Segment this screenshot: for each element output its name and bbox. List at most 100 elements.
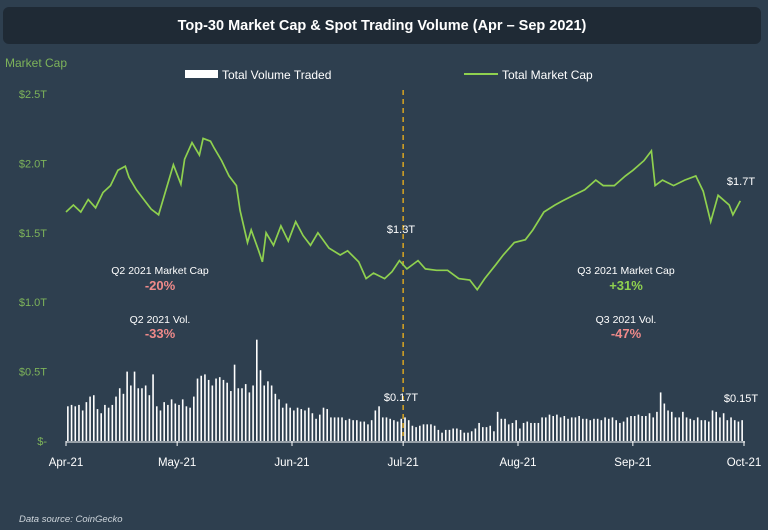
volume-bar (96, 409, 99, 441)
volume-bar (163, 402, 165, 441)
volume-bar (485, 427, 488, 441)
volume-bar (218, 377, 221, 441)
q2-mcap-label: Q2 2021 Market Cap (111, 265, 209, 277)
chart-title: Top-30 Market Cap & Spot Trading Volume … (177, 17, 587, 34)
volume-bar (78, 404, 80, 441)
volume-bar (118, 388, 121, 441)
x-tick-label: Apr-21 (49, 457, 84, 469)
volume-bar (252, 385, 254, 441)
volume-bar (244, 384, 247, 441)
volume-bar (659, 392, 662, 441)
volume-bar (470, 431, 473, 441)
volume-bar (456, 428, 458, 441)
volume-bar (300, 409, 303, 441)
volume-bar (111, 404, 114, 441)
volume-bar (89, 396, 91, 441)
volume-bar (256, 339, 258, 441)
volume-bar (193, 396, 195, 441)
volume-bar (148, 395, 151, 441)
volume-bar (215, 378, 217, 441)
volume-bar (696, 417, 699, 441)
volume-bar (493, 431, 495, 441)
volume-bar (704, 420, 706, 441)
volume-bar (222, 379, 225, 441)
volume-bar (496, 411, 499, 441)
volume-bar (693, 420, 695, 441)
volume-bar (170, 399, 173, 441)
volume-bar (574, 417, 577, 441)
volume-bar (289, 407, 291, 441)
market-cap-line (65, 137, 742, 292)
volume-bar (115, 396, 117, 441)
volume-bar (318, 414, 321, 441)
legend-volume-swatch (185, 70, 218, 78)
volume-bar (544, 417, 547, 441)
volume-bar (537, 422, 540, 441)
volume-bar (137, 388, 140, 441)
volume-bar (415, 427, 417, 441)
volume-bar (526, 421, 529, 441)
legend-mcap[interactable]: Total Market Cap (502, 68, 593, 82)
volume-bar (407, 420, 410, 441)
volume-bar (141, 388, 143, 441)
volume-bar (159, 410, 162, 441)
volume-bar (285, 403, 288, 441)
volume-bar (648, 413, 651, 441)
volume-bar (452, 428, 454, 441)
volume-bar (70, 404, 73, 441)
volume-bar (515, 420, 517, 441)
volume-bar (393, 420, 395, 441)
volume-bar (359, 421, 362, 441)
q3-mcap-change: +31% (609, 278, 643, 293)
volume-bar (326, 409, 328, 441)
volume-bar (189, 407, 191, 441)
volume-bar (422, 424, 425, 441)
volume-bar (126, 371, 128, 441)
q2-vol-change: -33% (145, 326, 176, 341)
x-tick-label: May-21 (158, 457, 196, 469)
volume-bar (404, 417, 406, 441)
volume-bar (459, 429, 462, 441)
volume-bar (348, 418, 351, 441)
volume-bar (663, 403, 666, 441)
volume-bar (270, 385, 273, 441)
volume-bar (344, 420, 347, 441)
volume-bar (381, 417, 384, 441)
volume-bar (333, 417, 336, 441)
volume-bar (411, 425, 414, 441)
volume-bar (378, 406, 380, 441)
x-tick-label: Aug-21 (499, 457, 536, 469)
volume-bar (500, 418, 503, 441)
volume-bar (144, 385, 147, 441)
volume-bar (656, 411, 658, 441)
volume-bar (356, 420, 358, 441)
volume-bar (233, 364, 236, 441)
volume-bar (667, 410, 669, 441)
volume-bar (437, 429, 440, 441)
volume-bar (645, 416, 647, 441)
y-tick-label: $2.0T (19, 158, 47, 170)
volume-bar (467, 432, 469, 441)
volume-bar (433, 425, 436, 441)
volume-bar (400, 418, 403, 441)
volume-bar (678, 417, 680, 441)
label-vol-mid: $0.17T (384, 392, 419, 404)
legend-volume[interactable]: Total Volume Traded (222, 68, 331, 82)
volume-bar (637, 414, 640, 441)
y-ticks: $- $0.5T $1.0T $1.5T $2.0T $2.5T (19, 89, 47, 448)
q2-mcap-change: -20% (145, 278, 176, 293)
volume-bar (370, 420, 373, 441)
volume-bar (733, 420, 736, 441)
volume-bar (737, 421, 740, 441)
volume-bar (122, 393, 125, 441)
volume-bar (374, 410, 377, 441)
q3-vol-change: -47% (611, 326, 642, 341)
volume-bar (567, 418, 569, 441)
volume-bar (226, 382, 228, 441)
volume-bar (293, 410, 295, 441)
volume-bar (230, 391, 232, 441)
volume-bar (174, 403, 177, 441)
data-source: Data source: CoinGecko (19, 514, 123, 525)
label-mcap-mid: $1.3T (387, 224, 415, 236)
volume-bar (385, 417, 388, 441)
